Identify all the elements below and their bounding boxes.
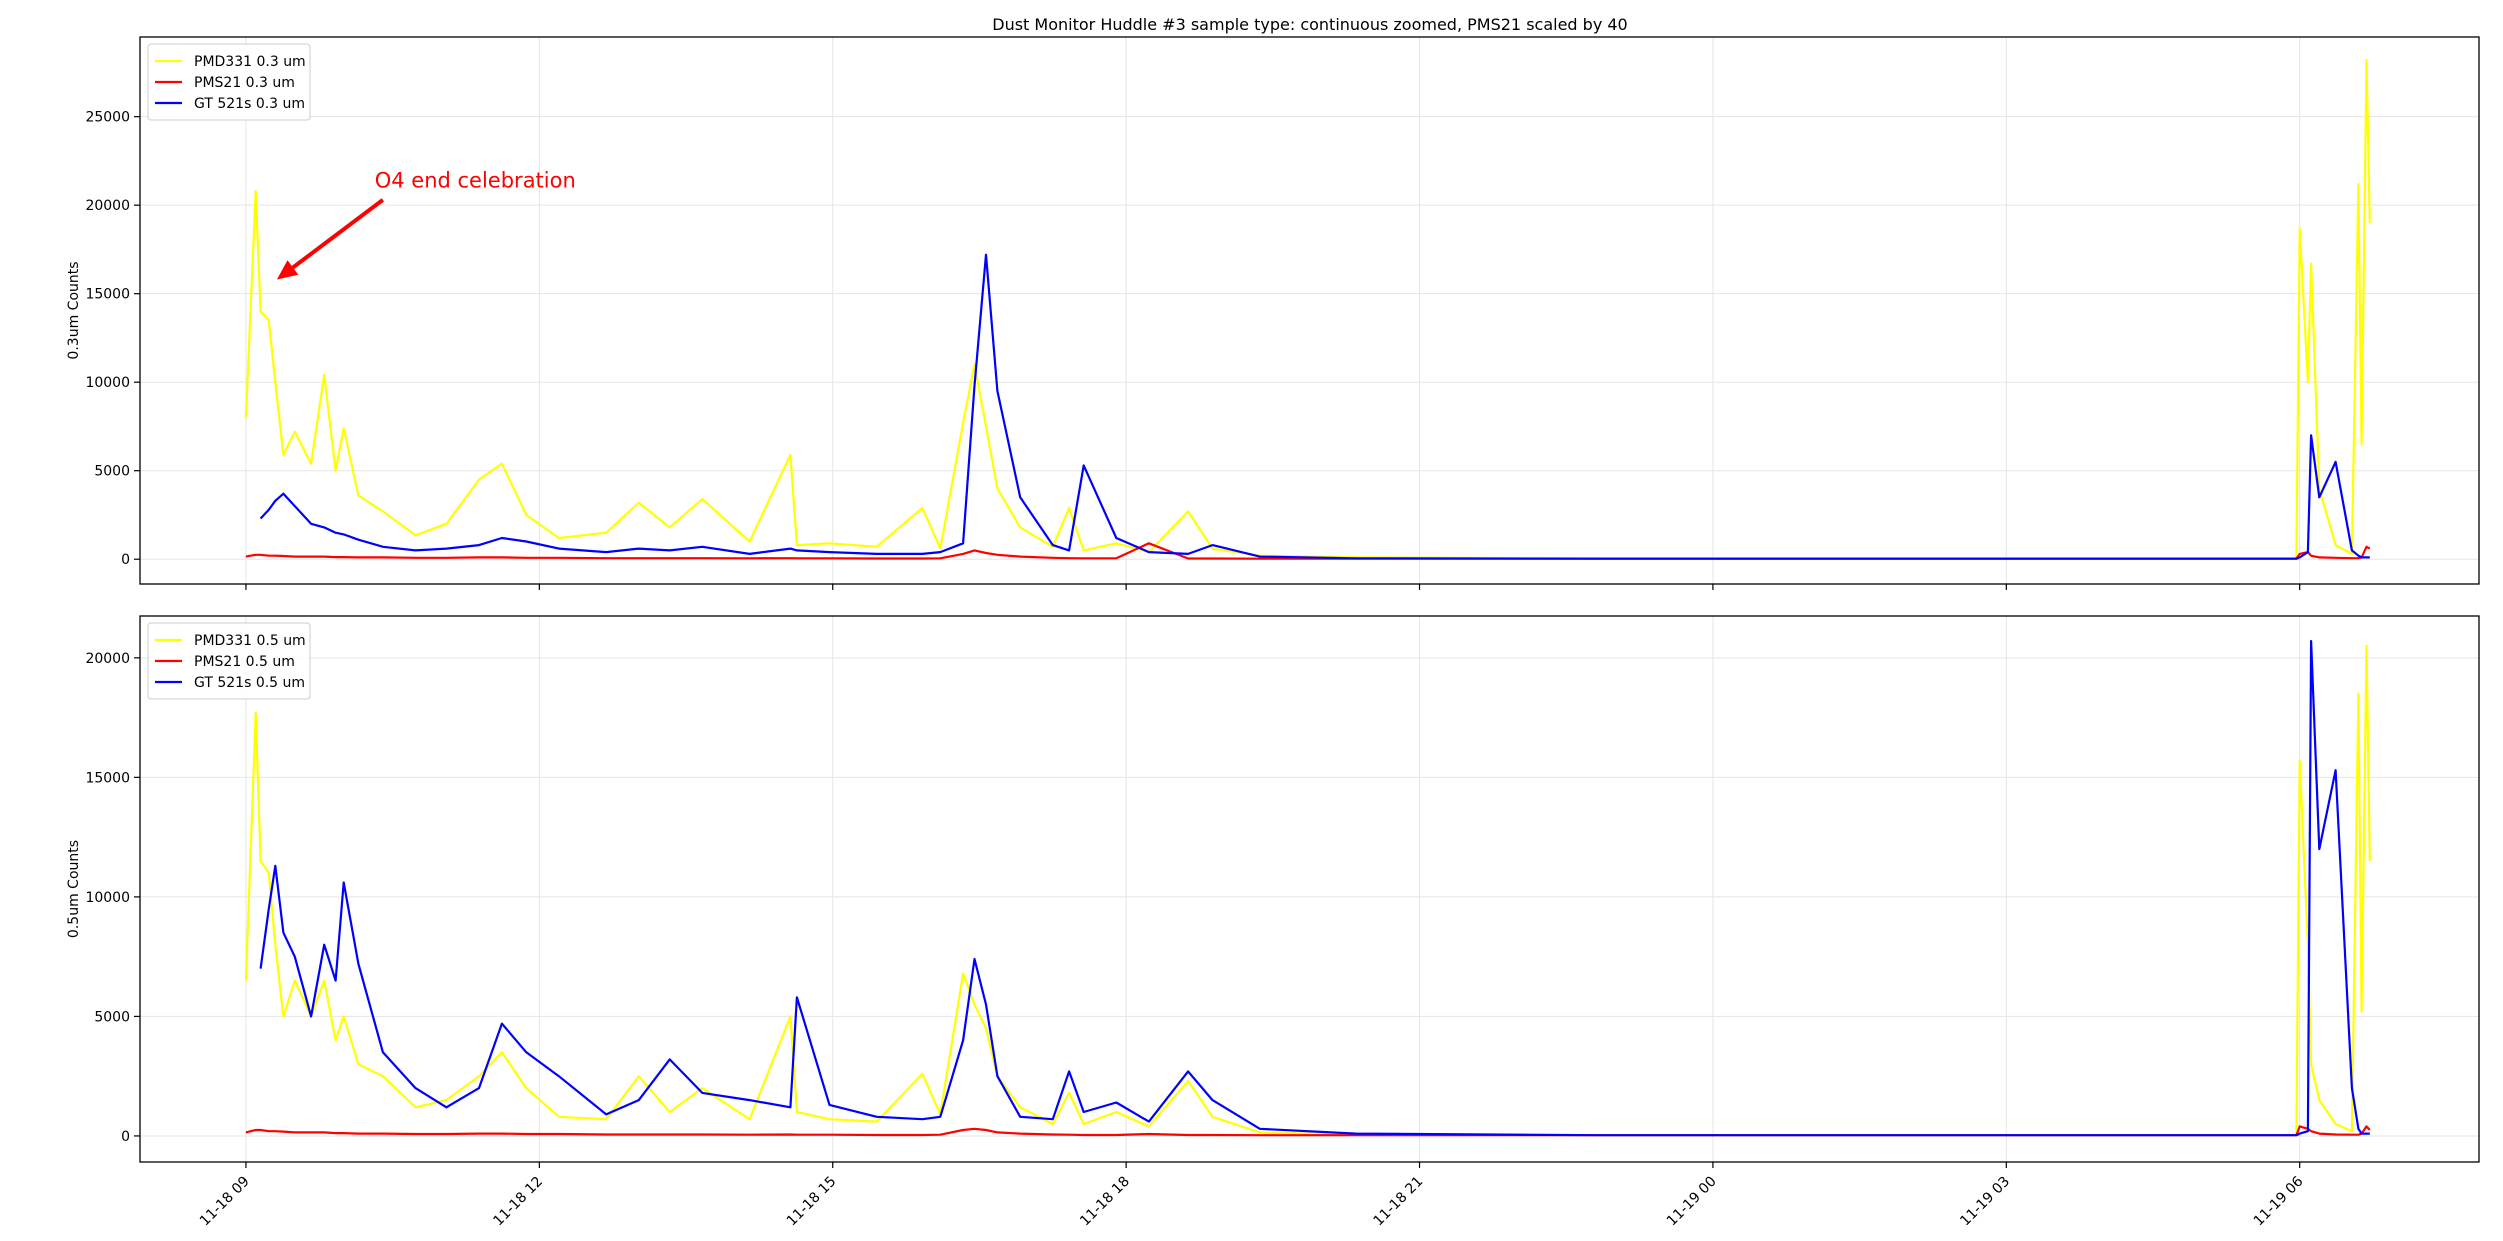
y-tick-label: 25000 xyxy=(85,110,130,126)
legend-entry: PMS21 0.5 um xyxy=(194,654,295,670)
y-tick-label: 20000 xyxy=(85,651,130,667)
series-line-pms21-0-3-um xyxy=(245,542,2371,560)
axes-frame xyxy=(139,615,2480,1163)
legend: PMD331 0.5 um PMS21 0.5 um GT 521s 0.5 um xyxy=(147,622,311,700)
x-tick-label: 11-18 21 xyxy=(1371,1174,1427,1230)
legend-box xyxy=(147,43,311,121)
y-tick-label: 10000 xyxy=(85,890,130,906)
legend-entry: GT 521s 0.5 um xyxy=(194,675,305,691)
y-tick-label: 5000 xyxy=(94,464,130,480)
series-line-pms21-0-5-um xyxy=(245,1125,2371,1137)
y-tick-label: 15000 xyxy=(85,287,130,303)
legend-box xyxy=(147,622,311,700)
series-line-gt-521s-0-5-um xyxy=(259,639,2370,1137)
y-tick-label: 10000 xyxy=(85,375,130,391)
x-tick-label: 11-19 03 xyxy=(1957,1174,2013,1230)
axes-frame xyxy=(139,36,2480,585)
x-tick-label: 11-18 09 xyxy=(197,1174,253,1230)
chart-title: Dust Monitor Huddle #3 sample type: cont… xyxy=(992,15,1627,34)
series-line-gt-521s-0-3-um xyxy=(259,253,2370,560)
series-line-pmd331-0-3-um xyxy=(244,58,2371,560)
x-tick-label: 11-18 18 xyxy=(1077,1174,1133,1230)
series-line-pmd331-0-5-um xyxy=(244,644,2371,1137)
y-axis-label: 0.3um Counts xyxy=(66,261,82,359)
panel-2: 11-18 09 11-18 12 11-18 15 11-18 18 11-18 21… xyxy=(66,615,2480,1230)
y-axis-label: 0.5um Counts xyxy=(66,840,82,938)
panel-1: 0 5000 10000 15000 20000 25000 0.3um Counts PMD… xyxy=(66,36,2480,590)
legend-entry: GT 521s 0.3 um xyxy=(194,96,305,112)
y-tick-label: 5000 xyxy=(94,1009,130,1025)
annotation-text: O4 end celebration xyxy=(375,168,576,192)
y-tick-label: 0 xyxy=(121,552,130,568)
y-tick-label: 20000 xyxy=(85,198,130,214)
annotation-arrowhead xyxy=(276,260,299,280)
x-tick-label: 11-18 12 xyxy=(490,1174,546,1230)
x-tick-label: 11-19 00 xyxy=(1664,1174,1720,1230)
x-tick-label: 11-19 06 xyxy=(2251,1173,2307,1229)
legend-entry: PMD331 0.3 um xyxy=(194,54,306,70)
legend-entry: PMS21 0.3 um xyxy=(194,75,295,91)
x-tick-label: 11-18 15 xyxy=(784,1174,840,1230)
y-tick-label: 0 xyxy=(121,1129,130,1145)
legend: PMD331 0.3 um PMS21 0.3 um GT 521s 0.3 um xyxy=(147,43,311,121)
y-tick-label: 15000 xyxy=(85,770,130,786)
annotation-arrow xyxy=(291,198,385,270)
legend-entry: PMD331 0.5 um xyxy=(194,633,306,649)
